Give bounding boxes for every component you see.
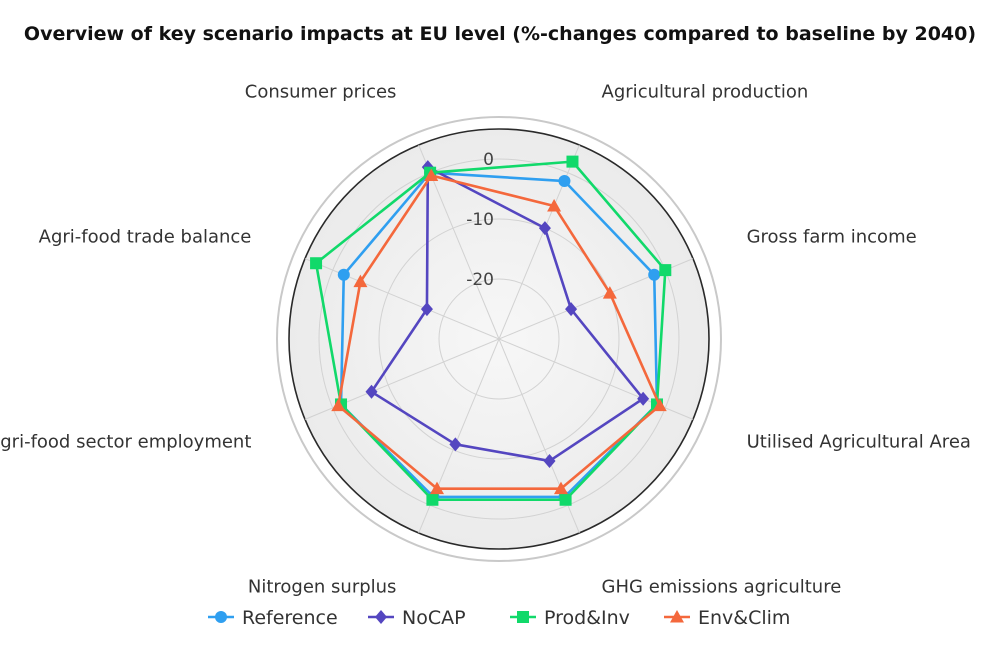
axis-label: GHG emissions agriculture (602, 577, 842, 598)
radial-tick-label: -20 (466, 270, 494, 290)
data-point (365, 384, 378, 399)
spoke-line (304, 258, 500, 340)
axis-label: Agri-food trade balance (39, 226, 252, 247)
radial-tick-labels: 0 -10 -20 (466, 150, 494, 290)
legend-marker (375, 610, 387, 624)
legend: Reference NoCAP Prod&Inv Env&Clim (208, 607, 790, 629)
data-point (652, 398, 667, 412)
data-point (337, 268, 350, 281)
grid-circle (318, 158, 680, 520)
radial-tick-label: 0 (483, 150, 494, 170)
legend-item[interactable]: Reference (208, 607, 338, 629)
data-point (331, 398, 346, 412)
data-point (420, 302, 433, 317)
data-point (648, 268, 661, 281)
data-point (559, 493, 572, 506)
data-point (449, 437, 462, 452)
data-point (424, 168, 439, 181)
axis-label: Consumer prices (245, 81, 397, 102)
data-point (602, 286, 617, 299)
data-point (426, 493, 439, 506)
series-nocap (365, 160, 650, 468)
legend-label: Env&Clim (698, 607, 790, 629)
data-point (543, 453, 556, 468)
data-point (310, 257, 323, 270)
legend-label: Reference (242, 607, 338, 629)
data-point (637, 391, 650, 406)
data-point (353, 274, 368, 288)
data-point (553, 481, 568, 495)
data-point (566, 155, 579, 168)
radial-tick-label: -10 (466, 210, 494, 230)
chart-title: Overview of key scenario impacts at EU l… (24, 23, 976, 45)
legend-label: Prod&Inv (544, 607, 630, 629)
legend-item[interactable]: Env&Clim (664, 607, 790, 629)
data-point (659, 264, 672, 277)
legend-label: NoCAP (402, 607, 466, 629)
axis-label: Nitrogen surplus (248, 577, 397, 598)
data-point (565, 302, 578, 317)
data-point (538, 221, 551, 236)
legend-item[interactable]: Prod&Inv (510, 607, 630, 629)
axis-label: Agri-food sector employment (0, 432, 251, 453)
legend-item[interactable]: NoCAP (368, 607, 466, 629)
data-point (547, 198, 562, 212)
legend-marker (670, 610, 684, 623)
data-point (430, 481, 445, 495)
legend-marker (517, 611, 529, 623)
axis-label: Utilised Agricultural Area (747, 432, 971, 453)
grid-circle (378, 218, 620, 460)
axis-label: Agricultural production (602, 81, 809, 102)
grid-circle (438, 278, 560, 400)
series-env-clim (331, 168, 667, 495)
axis-labels: Agricultural production Gross farm income… (0, 81, 971, 597)
legend-marker (215, 611, 227, 623)
series-layer (310, 155, 672, 506)
data-point (558, 175, 571, 188)
axis-label: Gross farm income (747, 226, 917, 247)
